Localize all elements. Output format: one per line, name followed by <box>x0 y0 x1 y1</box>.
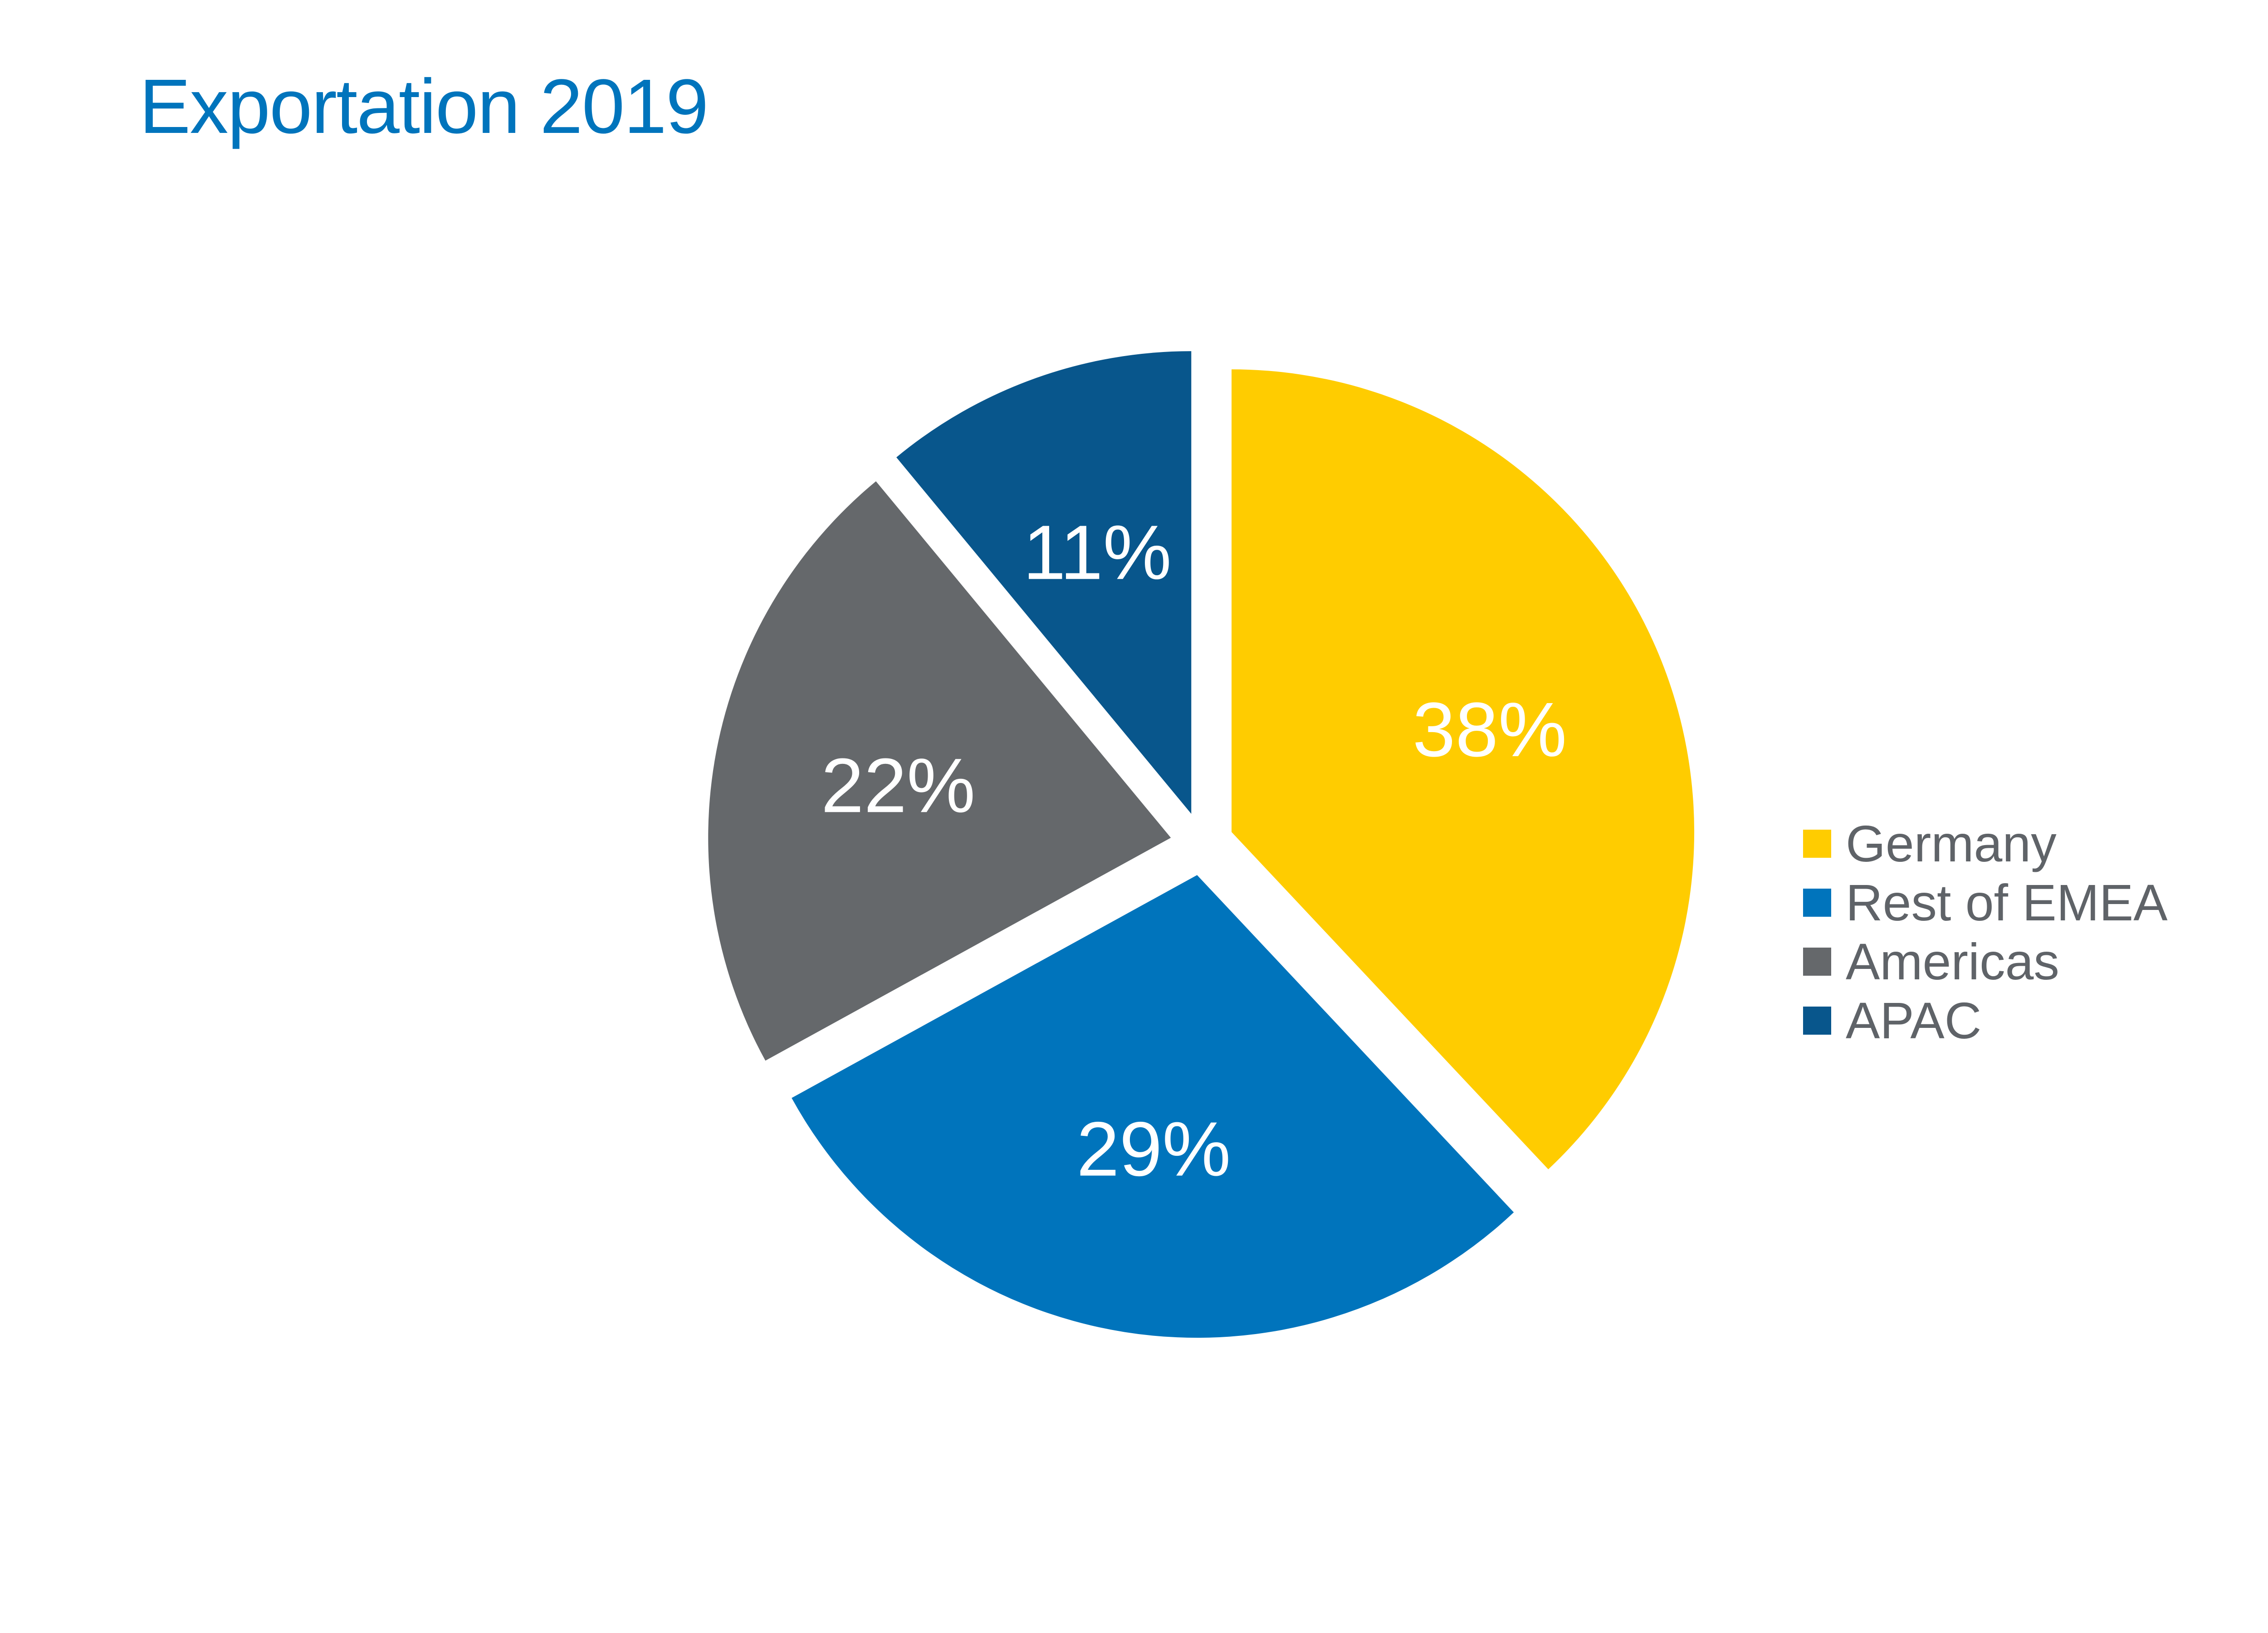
legend-swatch <box>1803 1007 1831 1035</box>
chart-title: Exportation 2019 <box>139 64 709 150</box>
slice-label: 11% <box>1023 509 1172 596</box>
legend-item-rest-of-emea[interactable]: Rest of EMEA <box>1803 873 2168 932</box>
slice-label: 22% <box>821 743 975 829</box>
legend-item-germany[interactable]: Germany <box>1803 814 2168 873</box>
pie-slice-americas[interactable] <box>708 481 1171 1061</box>
legend-label: APAC <box>1846 992 1982 1049</box>
legend-swatch <box>1803 830 1831 858</box>
legend: Germany Rest of EMEA Americas APAC <box>1803 814 2168 1050</box>
slice-label: 29% <box>1076 1106 1231 1193</box>
legend-item-americas[interactable]: Americas <box>1803 932 2168 991</box>
pie-slice-apac[interactable] <box>896 351 1192 814</box>
pie-slice-rest-of-emea[interactable] <box>792 875 1514 1338</box>
slice-label: 38% <box>1413 687 1567 773</box>
legend-label: Rest of EMEA <box>1846 874 2168 931</box>
legend-swatch <box>1803 948 1831 976</box>
pie-slice-germany[interactable] <box>1232 369 1695 1169</box>
legend-label: Germany <box>1846 815 2057 872</box>
legend-label: Americas <box>1846 933 2059 990</box>
legend-swatch <box>1803 889 1831 917</box>
legend-item-apac[interactable]: APAC <box>1803 991 2168 1050</box>
